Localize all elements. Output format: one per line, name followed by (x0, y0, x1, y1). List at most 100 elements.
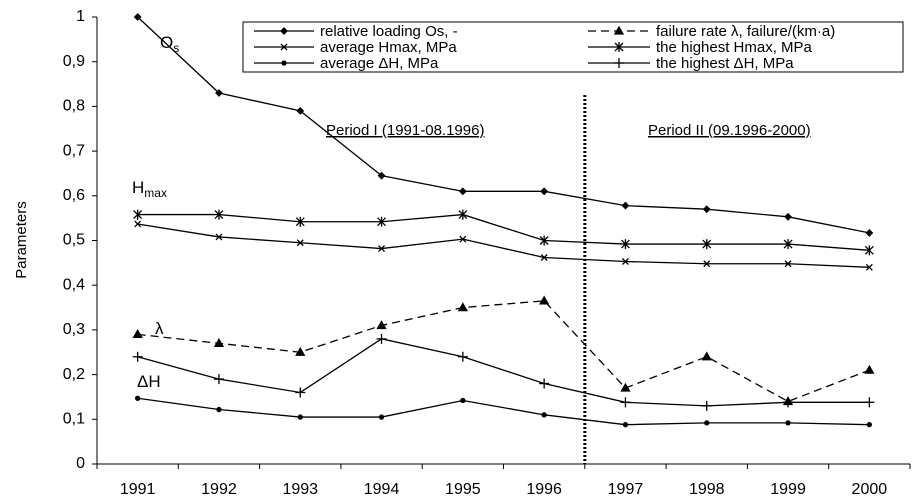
y-tick-label: 0,1 (63, 411, 85, 428)
marker (865, 228, 874, 237)
marker (280, 43, 288, 51)
marker (620, 397, 631, 408)
marker (865, 263, 873, 271)
series-line (137, 213, 870, 251)
y-tick-label: 0,2 (63, 366, 85, 383)
x-tick-label: 1998 (689, 481, 725, 498)
marker (460, 397, 466, 404)
y-tick-label: 0,5 (63, 232, 85, 249)
marker (280, 27, 288, 35)
marker (377, 171, 386, 180)
marker (295, 387, 306, 398)
marker (783, 239, 793, 250)
marker (701, 351, 712, 361)
y-tick-label: 1 (76, 8, 85, 25)
marker (702, 239, 712, 250)
y-tick-label: 0,3 (63, 321, 85, 338)
marker (701, 400, 712, 411)
legend-box (242, 21, 904, 73)
x-tick-label: 1996 (526, 481, 562, 498)
legend-label: the highest ΔH, MPa (656, 55, 794, 72)
marker (864, 245, 874, 256)
marker (376, 333, 387, 344)
x-tick-label: 1991 (120, 481, 156, 498)
marker (296, 106, 305, 115)
marker (281, 60, 287, 66)
marker (614, 42, 624, 52)
marker (864, 364, 875, 374)
marker (613, 25, 625, 35)
marker (213, 374, 224, 385)
marker (215, 89, 223, 97)
marker (133, 209, 143, 220)
marker (295, 346, 306, 356)
marker (866, 422, 873, 428)
marker (214, 209, 224, 220)
marker (132, 351, 143, 362)
marker (620, 382, 631, 392)
annotation-text: λ (155, 319, 164, 338)
annotation-text: ΔH (137, 372, 161, 391)
x-tick-label: 1993 (282, 481, 318, 498)
marker (457, 351, 468, 362)
y-tick-label: 0,8 (63, 98, 85, 115)
annotation: Os (160, 33, 179, 55)
y-tick-label: 0,7 (63, 142, 85, 159)
annotation-subscript: max (144, 186, 167, 200)
annotation-text: Period I (1991-08.1996) (326, 122, 484, 139)
series-line (137, 300, 870, 403)
annotation-text: H (132, 178, 144, 197)
x-tick-label: 1995 (445, 481, 481, 498)
marker (213, 337, 225, 347)
marker (539, 378, 550, 389)
marker (541, 412, 547, 418)
marker (783, 397, 794, 408)
marker (378, 245, 386, 253)
marker (621, 201, 630, 210)
annotation-text: O (160, 33, 173, 52)
legend-label: the highest Hmax, MPa (656, 39, 813, 56)
marker (134, 220, 142, 228)
marker (784, 212, 792, 221)
series-line (137, 338, 870, 407)
y-tick-label: 0,4 (63, 276, 85, 293)
y-tick-label: 0,9 (63, 53, 85, 70)
marker (540, 187, 549, 196)
annotation: ΔH (137, 372, 161, 391)
x-tick-label: 1999 (770, 481, 806, 498)
marker (614, 58, 624, 68)
x-tick-label: 2000 (852, 481, 888, 498)
annotation: Period II (09.1996-2000) (648, 122, 811, 139)
y-tick-label: 0 (76, 455, 85, 472)
legend-label: average ΔH, MPa (320, 55, 439, 72)
marker (215, 233, 223, 241)
marker (539, 295, 550, 305)
marker (296, 239, 304, 247)
marker (621, 258, 629, 265)
marker (133, 13, 142, 21)
marker (135, 395, 141, 401)
marker (459, 235, 467, 243)
annotation: λ (155, 319, 164, 338)
annotation: Hmax (132, 178, 167, 200)
series-line (137, 16, 870, 234)
annotation-text: Period II (09.1996-2000) (648, 122, 811, 139)
marker (785, 420, 791, 426)
marker (457, 302, 468, 312)
y-tick-label: 0,6 (63, 187, 85, 204)
x-tick-label: 1997 (608, 481, 644, 498)
marker (377, 216, 387, 227)
marker (702, 205, 711, 214)
marker (703, 260, 711, 268)
annotation-subscript: s (173, 41, 179, 55)
marker (540, 254, 548, 261)
marker (864, 397, 875, 408)
series-line (137, 397, 870, 426)
marker (458, 187, 467, 196)
marker (216, 406, 222, 413)
x-tick-label: 1994 (364, 481, 400, 498)
marker (622, 422, 629, 428)
marker (132, 329, 143, 339)
legend-label: failure rate λ, failure/(km·a) (656, 23, 835, 40)
